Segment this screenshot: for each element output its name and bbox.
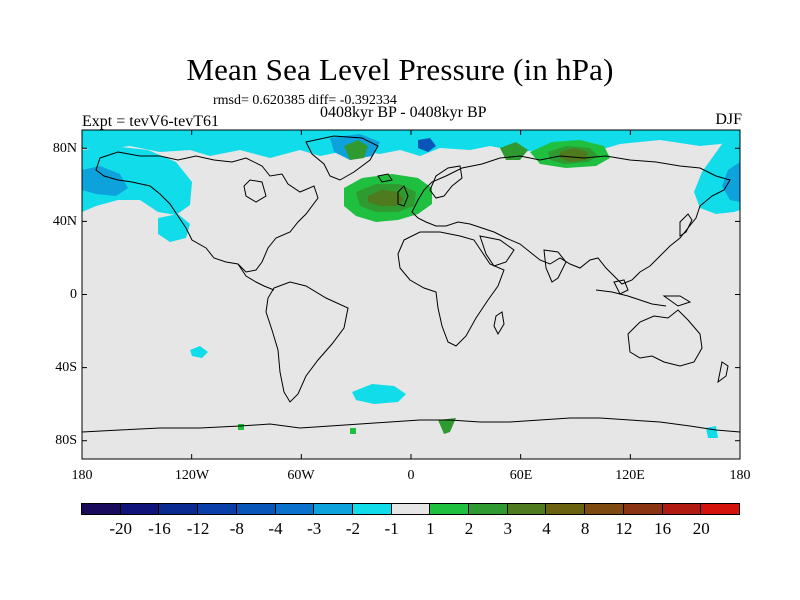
colorbar-label: -4 (268, 519, 283, 538)
coast-greenland (305, 135, 379, 181)
coast-borneo (613, 279, 629, 295)
colorbar-swatch (197, 503, 237, 515)
coast-british-isles (397, 185, 409, 207)
colorbar-swatch (429, 503, 470, 515)
anomaly-barents (500, 142, 528, 160)
colorbar-swatch (506, 503, 547, 515)
y-tick-label: 0 (70, 287, 77, 302)
colorbar-swatch (235, 503, 276, 515)
colorbar-swatch (81, 503, 121, 515)
colorbar-label: -2 (345, 519, 361, 538)
colorbar-swatch (700, 503, 740, 515)
colorbar-label: -20 (109, 519, 133, 538)
coast-scandinavia (429, 165, 463, 199)
coast-arabia (479, 235, 515, 267)
y-tick-label: 80S (55, 433, 77, 448)
colorbar-swatch (274, 503, 315, 515)
anomaly-north-atlantic-core (368, 190, 404, 206)
colorbar-swatch (390, 503, 431, 515)
anomaly-southern-ocean (352, 384, 406, 404)
x-tick-label: 60E (509, 468, 533, 483)
coastlines (82, 135, 740, 433)
experiment-label: Expt = tevV6-tevT61 (82, 113, 219, 130)
coast-africa (397, 231, 505, 347)
anomaly-antarctica-west (238, 424, 244, 430)
anomaly-ross-sea (706, 426, 718, 438)
colorbar-label: -1 (384, 519, 399, 538)
colorbar-label: 8 (580, 519, 590, 538)
anomaly-north-pacific-core (82, 166, 128, 196)
coast-madagascar (493, 311, 505, 336)
coast-new-zealand (717, 361, 729, 384)
anomaly-greenland-positive (344, 140, 368, 160)
tick-marks (81, 130, 741, 459)
x-tick-label: 120E (615, 468, 645, 483)
colorbar-label: 12 (615, 519, 633, 538)
chart-title: Mean Sea Level Pressure (in hPa) (186, 52, 614, 87)
colorbar-swatch (313, 503, 353, 515)
x-tick-label: 180 (71, 468, 93, 483)
colorbar-label: 4 (542, 519, 551, 538)
x-tick-label: 0 (407, 468, 415, 483)
coast-indonesia (595, 289, 667, 307)
colorbar (81, 503, 740, 515)
colorbar-swatch (119, 503, 160, 515)
y-tick-label: 80N (52, 141, 77, 156)
season-label: DJF (715, 111, 742, 128)
coast-japan (679, 213, 693, 237)
x-tick-label: 60W (287, 468, 315, 483)
coast-north-america (95, 151, 319, 273)
anomaly-layer (82, 130, 740, 438)
colorbar-label: 3 (503, 519, 513, 538)
colorbar-swatch (661, 503, 702, 515)
y-tick-label: 40N (52, 214, 77, 229)
colorbar-label: -12 (186, 519, 210, 538)
coast-central-america (237, 263, 275, 291)
anomaly-arctic-core (418, 138, 436, 152)
period-label: 0408kyr BP - 0408kyr BP (320, 104, 487, 121)
x-tick-label: 120W (174, 468, 210, 483)
coast-south-america (265, 281, 349, 403)
colorbar-label: 16 (654, 519, 672, 538)
colorbar-label: -16 (148, 519, 171, 538)
coast-antarctica (82, 417, 740, 433)
coast-iceland (377, 173, 393, 183)
anomaly-arctic-strip (82, 130, 740, 158)
anomaly-siberia-core (560, 148, 588, 162)
colorbar-label: -3 (307, 519, 322, 538)
anomaly-gulf-alaska (158, 214, 190, 242)
coast-australia (627, 309, 703, 367)
colorbar-label: 1 (426, 519, 435, 538)
anomaly-north-pacific-west (82, 146, 192, 215)
anomaly-east-antarctica (438, 418, 456, 434)
colorbar-swatch (158, 503, 199, 515)
coast-new-guinea (662, 295, 692, 307)
colorbar-label: -8 (229, 519, 244, 538)
y-tick-label: 40S (55, 360, 77, 375)
colorbar-swatch (584, 503, 624, 515)
colorbar-swatch (545, 503, 586, 515)
anomaly-south-pacific (190, 346, 208, 358)
coast-hudson-bay (243, 179, 267, 203)
coast-eurasia (411, 155, 731, 285)
colorbar-swatch (351, 503, 392, 515)
rmsd-diff-stats: rmsd= 0.620385 diff= -0.392334 (213, 93, 397, 108)
anomaly-antarctica-small (350, 428, 356, 434)
x-tick-label: 180 (729, 468, 751, 483)
anomaly-north-pacific-east-core (722, 162, 740, 202)
colorbar-swatch (468, 503, 508, 515)
coast-india (543, 249, 567, 283)
colorbar-label: 2 (464, 519, 474, 538)
colorbar-label: 20 (692, 519, 710, 538)
colorbar-swatch (622, 503, 663, 515)
